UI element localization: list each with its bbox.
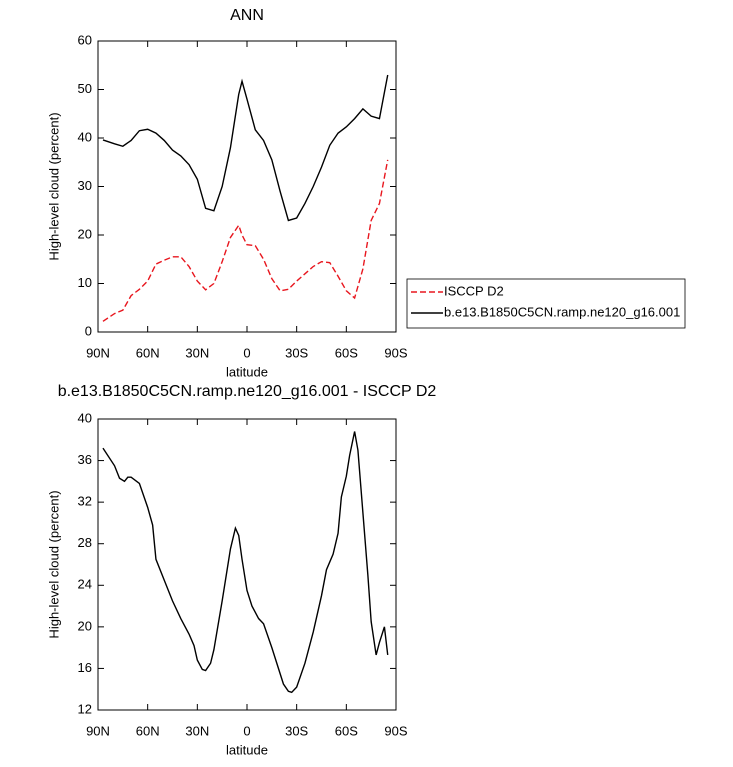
x-tick-label: 60S [335,345,358,360]
data-line [102,159,389,322]
x-tick-label: 90N [86,345,110,360]
y-tick-label: 32 [78,494,92,509]
plot-frame [97,418,397,711]
y-tick-label: 12 [78,701,92,716]
x-axis-label: latitude [226,742,268,757]
y-tick-label: 28 [78,535,92,550]
y-tick-label: 24 [78,577,92,592]
data-line [102,74,389,222]
x-tick-label: 0 [243,723,250,738]
y-tick-label: 36 [78,452,92,467]
legend-box [406,278,686,329]
y-axis-label: High-level cloud (percent) [46,490,61,638]
y-tick-label: 50 [78,81,92,96]
x-tick-label: 90N [86,723,110,738]
y-tick-label: 20 [78,226,92,241]
chart-title: b.e13.B1850C5CN.ramp.ne120_g16.001 - ISC… [58,383,437,400]
x-tick-label: 30S [285,723,308,738]
x-tick-label: 90S [384,345,407,360]
x-tick-label: 30N [185,723,209,738]
x-tick-label: 90S [384,723,407,738]
y-tick-label: 20 [78,618,92,633]
y-axis-label: High-level cloud (percent) [46,112,61,260]
y-tick-label: 10 [78,275,92,290]
x-tick-label: 30S [285,345,308,360]
x-tick-label: 60N [136,723,160,738]
y-tick-label: 0 [85,323,92,338]
y-tick-label: 40 [78,410,92,425]
legend-label: ISCCP D2 [444,283,504,298]
y-tick-label: 30 [78,178,92,193]
y-tick-label: 40 [78,129,92,144]
x-tick-label: 0 [243,345,250,360]
x-tick-label: 60N [136,345,160,360]
y-tick-label: 16 [78,660,92,675]
x-tick-label: 30N [185,345,209,360]
legend-label: b.e13.B1850C5CN.ramp.ne120_g16.001 [444,304,680,319]
plot-frame [97,40,397,333]
x-tick-label: 60S [335,723,358,738]
y-tick-label: 60 [78,32,92,47]
chart-title: ANN [230,7,264,24]
x-axis-label: latitude [226,364,268,379]
data-line [102,431,389,694]
